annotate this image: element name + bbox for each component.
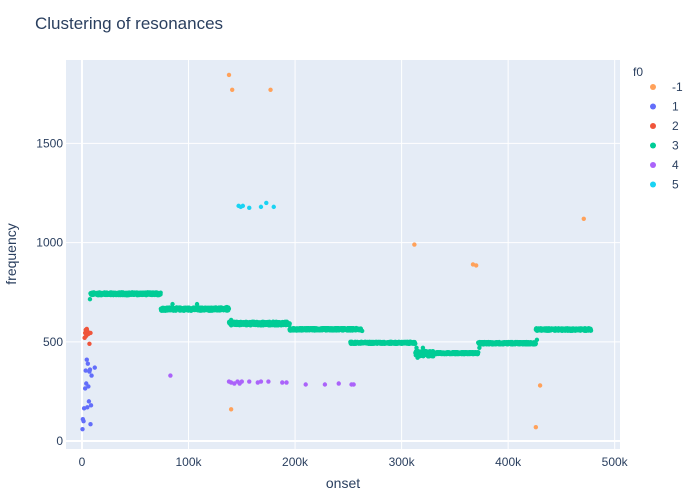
point-f0-3 bbox=[170, 301, 175, 307]
point-f0--1 bbox=[473, 263, 479, 268]
point-f0--1 bbox=[230, 87, 235, 92]
point-f0-4 bbox=[239, 379, 244, 384]
legend-marker bbox=[650, 181, 656, 188]
point-f0-3 bbox=[287, 321, 292, 326]
point-f0-3 bbox=[412, 341, 418, 346]
point-f0-3 bbox=[476, 350, 481, 355]
point-f0-3 bbox=[158, 290, 163, 295]
legend-label: 5 bbox=[672, 178, 679, 192]
legend-label: 2 bbox=[672, 119, 679, 133]
point-f0-3 bbox=[87, 296, 93, 302]
x-tick-label: 100k bbox=[176, 455, 203, 469]
point-f0-5 bbox=[247, 205, 252, 211]
point-f0--1 bbox=[537, 383, 543, 388]
point-f0-3 bbox=[224, 304, 230, 310]
point-f0-4 bbox=[303, 382, 308, 387]
point-f0--1 bbox=[268, 87, 273, 92]
legend-item-1[interactable]: 1 bbox=[650, 100, 679, 114]
grid-lines bbox=[66, 60, 620, 449]
point-f0-1 bbox=[83, 368, 88, 373]
point-f0-1 bbox=[80, 426, 85, 432]
point-f0-1 bbox=[85, 405, 90, 410]
x-tick-label: 0 bbox=[79, 455, 86, 469]
legend-label: -1 bbox=[672, 80, 683, 94]
point-f0-1 bbox=[85, 361, 91, 366]
legend-marker bbox=[650, 142, 656, 149]
x-tick-label: 200k bbox=[282, 455, 309, 469]
point-f0-3 bbox=[534, 337, 540, 343]
point-f0-2 bbox=[88, 330, 93, 336]
point-f0-1 bbox=[86, 384, 91, 389]
x-axis-title: onset bbox=[326, 475, 360, 491]
x-tick-label: 300k bbox=[389, 455, 416, 469]
legend-item-2[interactable]: 2 bbox=[650, 119, 679, 133]
y-tick-label: 500 bbox=[43, 335, 63, 349]
point-f0-3 bbox=[533, 341, 538, 346]
point-f0--1 bbox=[412, 242, 417, 247]
y-tick-label: 1000 bbox=[36, 236, 63, 250]
legend-label: 1 bbox=[672, 100, 679, 114]
legend-item--1[interactable]: -1 bbox=[650, 80, 683, 94]
point-f0-1 bbox=[81, 419, 86, 424]
tick-labels: 0 100k 200k 300k 400k 500k 0 500 1000 1500 bbox=[36, 136, 628, 469]
y-axis-title: frequency bbox=[3, 223, 19, 284]
point-f0-4 bbox=[266, 379, 271, 384]
legend-title: f0 bbox=[633, 65, 643, 79]
legend-marker bbox=[650, 162, 656, 168]
point-f0-3 bbox=[194, 301, 200, 307]
point-f0-4 bbox=[247, 379, 252, 384]
point-f0--1 bbox=[581, 216, 586, 221]
x-tick-label: 400k bbox=[495, 455, 522, 469]
point-f0-1 bbox=[82, 386, 88, 391]
point-f0-3 bbox=[414, 345, 419, 350]
point-f0-4 bbox=[336, 381, 341, 386]
legend[interactable]: -1 1 2 3 4 5 bbox=[650, 80, 683, 192]
point-f0-4 bbox=[351, 382, 356, 387]
point-f0-1 bbox=[84, 357, 89, 362]
point-f0-3 bbox=[420, 345, 426, 350]
x-tick-label: 500k bbox=[602, 455, 629, 469]
point-f0-1 bbox=[88, 403, 94, 408]
point-f0-3 bbox=[477, 345, 482, 350]
legend-marker bbox=[650, 84, 656, 90]
legend-marker bbox=[650, 103, 656, 110]
point-f0-1 bbox=[87, 367, 93, 372]
point-f0-4 bbox=[280, 380, 285, 385]
point-f0--1 bbox=[228, 407, 234, 412]
point-f0-4 bbox=[322, 382, 328, 387]
legend-item-5[interactable]: 5 bbox=[650, 178, 679, 192]
point-f0-3 bbox=[359, 328, 365, 334]
legend-item-4[interactable]: 4 bbox=[650, 158, 679, 172]
point-f0-1 bbox=[92, 365, 97, 370]
point-f0-5 bbox=[264, 200, 269, 206]
y-tick-label: 1500 bbox=[36, 136, 63, 150]
point-f0-4 bbox=[258, 379, 264, 384]
legend-label: 4 bbox=[672, 158, 679, 172]
point-f0-3 bbox=[588, 328, 594, 333]
point-f0-3 bbox=[228, 317, 234, 323]
legend-item-3[interactable]: 3 bbox=[650, 139, 679, 153]
point-f0-4 bbox=[232, 381, 237, 386]
point-f0--1 bbox=[226, 72, 232, 78]
point-f0-1 bbox=[86, 399, 92, 404]
legend-marker bbox=[650, 123, 656, 129]
point-f0-5 bbox=[258, 204, 264, 210]
point-f0-5 bbox=[271, 204, 276, 210]
y-tick-label: 0 bbox=[56, 434, 63, 448]
chart-title: Clustering of resonances bbox=[35, 14, 223, 33]
point-f0-4 bbox=[284, 380, 289, 385]
point-f0--1 bbox=[533, 424, 539, 430]
point-f0-1 bbox=[89, 373, 94, 378]
point-f0-4 bbox=[168, 373, 173, 378]
point-f0-5 bbox=[240, 203, 246, 209]
plot-area bbox=[66, 60, 620, 449]
data-points bbox=[80, 72, 594, 432]
point-f0-2 bbox=[87, 341, 92, 347]
point-f0-1 bbox=[88, 421, 93, 427]
legend-label: 3 bbox=[672, 139, 679, 153]
point-f0-3 bbox=[415, 355, 420, 360]
